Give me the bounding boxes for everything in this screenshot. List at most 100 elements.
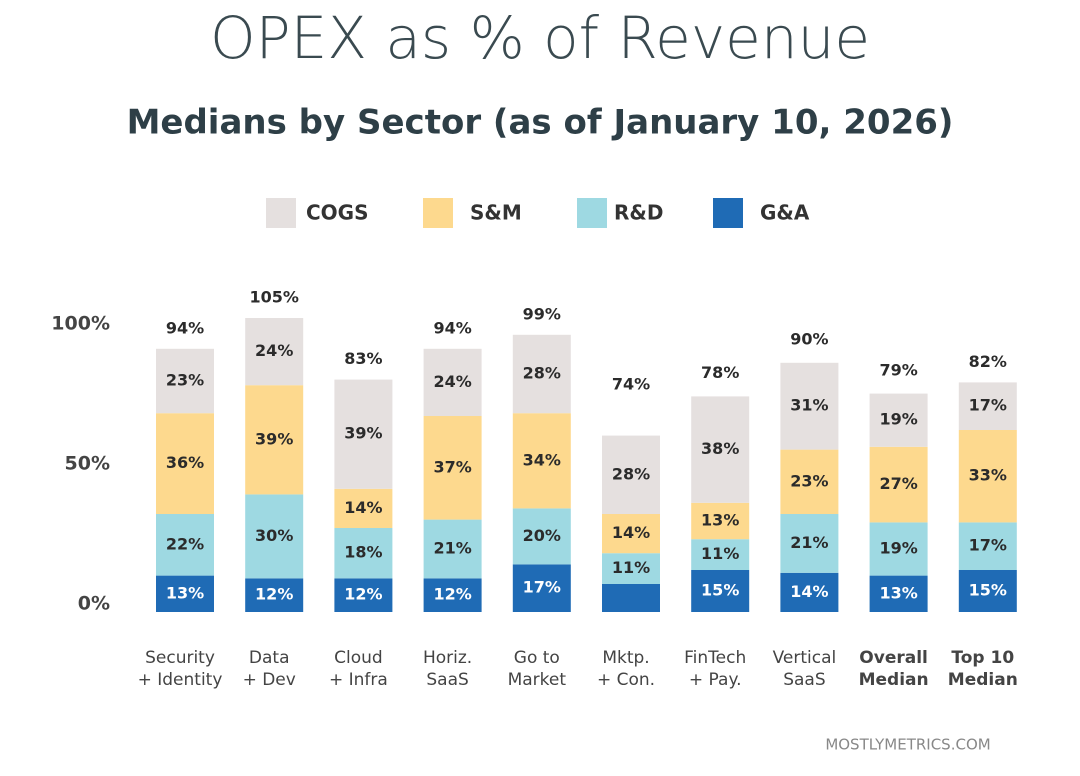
x-tick-label: Mktp. [602, 648, 649, 668]
x-tick-label: Market [508, 670, 567, 690]
legend-label: S&M [470, 201, 522, 225]
chart-subtitle: Medians by Sector (as of January 10, 202… [127, 103, 954, 143]
y-tick-label: 0% [78, 593, 110, 615]
bar-segment [512, 508, 571, 565]
data-label: 12% [255, 585, 293, 604]
bar-segment [869, 522, 928, 576]
x-tick-label: SaaS [783, 670, 825, 690]
data-label: 17% [969, 536, 1007, 555]
bar-segment [156, 348, 214, 414]
bar-segment [334, 578, 393, 612]
bar-segment [512, 564, 571, 612]
total-label: 94% [433, 318, 471, 337]
bar-segment [423, 416, 482, 520]
data-label: 15% [701, 581, 739, 600]
bar-segment [691, 539, 750, 570]
total-label: 74% [612, 374, 650, 393]
x-tick-label: SaaS [426, 670, 468, 690]
data-label: 21% [790, 533, 828, 552]
data-label: 15% [969, 581, 1007, 600]
bar-segment [780, 362, 839, 450]
bar-segment [334, 528, 393, 579]
data-label: 14% [612, 523, 650, 542]
bar-segment [156, 413, 214, 514]
bar-segment [512, 334, 571, 414]
data-label: 12% [344, 585, 382, 604]
legend-swatch [577, 198, 607, 228]
data-label: 31% [790, 396, 828, 415]
bar-segment [780, 449, 839, 514]
data-label: 39% [255, 429, 293, 448]
data-label: 11% [612, 558, 650, 577]
source: MOSTLYMETRICS.COM [825, 736, 990, 754]
total-label: 90% [790, 330, 828, 349]
bar-segment [869, 393, 928, 447]
y-tick-label: 50% [65, 453, 110, 475]
legend-swatch [423, 198, 453, 228]
bar-segment [245, 318, 304, 386]
data-label: 17% [969, 396, 1007, 415]
bar-segment [423, 348, 482, 416]
data-label: 21% [433, 539, 471, 558]
total-label: 105% [249, 288, 298, 307]
bar-segment [602, 553, 660, 584]
data-label: 13% [879, 583, 917, 602]
data-label: 27% [879, 474, 917, 493]
x-tick-label: Median [859, 670, 929, 690]
bar-segment [958, 430, 1017, 523]
total-label: 79% [879, 360, 917, 379]
legend-label: G&A [760, 201, 810, 225]
data-label: 28% [523, 364, 561, 383]
data-label: 13% [166, 583, 204, 602]
x-tick-label: Top 10 [951, 648, 1014, 668]
total-label: 94% [166, 318, 204, 337]
data-label: 30% [255, 526, 293, 545]
x-tick-label: Security [145, 648, 215, 668]
x-tick-label: Data [249, 648, 290, 668]
data-label: 20% [523, 526, 561, 545]
bar-segment [423, 519, 482, 579]
data-label: 39% [344, 424, 382, 443]
data-label: 34% [523, 450, 561, 469]
data-label: 12% [433, 585, 471, 604]
x-tick-label: Overall [859, 648, 928, 668]
total-label: 82% [969, 352, 1007, 371]
x-tick-label: FinTech [684, 648, 746, 668]
bar-segment [334, 488, 393, 528]
total-label: 99% [523, 304, 561, 323]
x-tick-label: + Pay. [689, 670, 742, 690]
total-label: 83% [344, 349, 382, 368]
data-label: 11% [701, 544, 739, 563]
bar-segment [958, 382, 1017, 430]
data-label: 37% [433, 457, 471, 476]
bar-segment [691, 396, 750, 503]
y-tick-label: 100% [51, 313, 110, 335]
data-label: 18% [344, 543, 382, 562]
data-label: 33% [969, 466, 1007, 485]
total-label: 78% [701, 363, 739, 382]
data-label: 38% [701, 439, 739, 458]
data-label: 24% [255, 341, 293, 360]
bar-segment [156, 575, 214, 612]
legend-swatch [713, 198, 743, 228]
x-tick-label: + Dev [243, 670, 296, 690]
bar-segment [602, 514, 660, 554]
x-tick-label: Cloud [334, 648, 383, 668]
bar-segment [691, 570, 750, 612]
data-label: 23% [790, 471, 828, 490]
legend-label: COGS [306, 201, 369, 225]
bar-segment [869, 446, 928, 523]
data-label: 36% [166, 453, 204, 472]
data-label: 23% [166, 371, 204, 390]
bar-segment [423, 578, 482, 612]
bar-segment [958, 570, 1017, 612]
bar-segment [245, 494, 304, 579]
data-label: 13% [701, 511, 739, 530]
data-label: 28% [612, 464, 650, 483]
legend-swatch [266, 198, 296, 228]
bar-segment [512, 413, 571, 509]
data-label: 14% [344, 498, 382, 517]
chart-title: OPEX as % of Revenue [210, 4, 870, 72]
x-tick-label: Median [948, 670, 1018, 690]
